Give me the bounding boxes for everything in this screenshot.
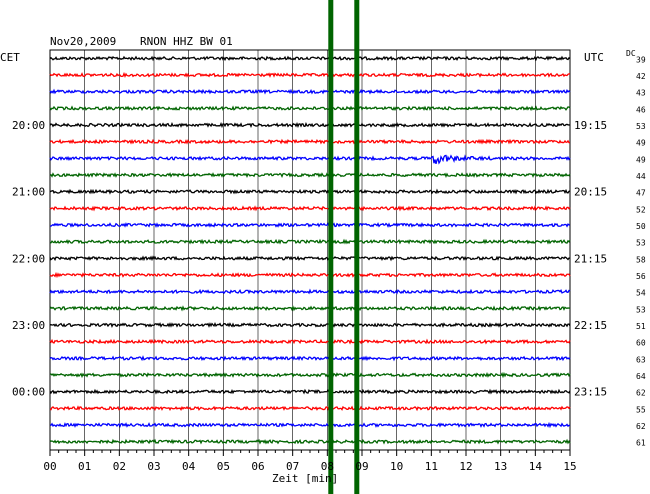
dc-offset-label-14: 54 [636, 289, 646, 298]
dc-offset-label-10: 50 [636, 222, 646, 231]
dc-offset-label-13: 56 [636, 272, 646, 281]
left-timezone-label: CET [0, 51, 20, 64]
trace-line-1 [49, 71, 571, 79]
trace-line-10 [49, 222, 571, 229]
dc-offset-label-17: 60 [636, 339, 646, 348]
x-tick-label: 10 [390, 460, 403, 473]
x-axis: 00 01 02 03 04 05 06 07 08 09 10 11 12 13 14 15 [43, 450, 577, 473]
trace-line-2 [49, 88, 571, 95]
x-tick-label: 08 [321, 460, 334, 473]
x-tick-label: 02 [113, 460, 126, 473]
dc-offset-label-20: 62 [636, 389, 646, 398]
x-axis-title: Zeit [min] [272, 472, 338, 485]
trace-line-16 [49, 322, 571, 329]
x-tick-label: 06 [251, 460, 264, 473]
dc-offset-label-8: 47 [636, 189, 646, 198]
right-timezone-label: UTC [584, 51, 604, 64]
trace-line-4 [49, 121, 571, 129]
trace-line-14 [49, 288, 571, 295]
dc-offset-label-3: 46 [636, 105, 646, 114]
trace-line-12 [49, 255, 571, 262]
dc-offset-label-7: 44 [636, 172, 646, 181]
x-tick-label: 05 [217, 460, 230, 473]
trace-line-19 [49, 371, 571, 379]
hour-label-left: 20:00 [12, 119, 45, 132]
x-tick-label: 04 [182, 460, 196, 473]
trace-line-8 [49, 188, 571, 195]
hour-label-right: 22:15 [574, 319, 607, 332]
dc-offset-label-5: 49 [636, 139, 646, 148]
hour-label-left: 21:00 [12, 186, 45, 199]
x-tick-label: 01 [78, 460, 91, 473]
trace-line-9 [49, 205, 571, 212]
x-tick-label: 12 [459, 460, 472, 473]
x-tick-label: 14 [529, 460, 543, 473]
dc-offset-label-0: 39 [636, 55, 646, 64]
dc-offset-label-2: 43 [636, 89, 646, 98]
dc-offset-label-11: 53 [636, 239, 646, 248]
dc-offset-label-19: 64 [636, 372, 646, 381]
hour-label-left: 23:00 [12, 319, 45, 332]
hour-label-right: 20:15 [574, 186, 607, 199]
dc-offset-label-21: 55 [636, 405, 646, 414]
x-tick-label: 09 [355, 460, 368, 473]
trace-line-3 [49, 105, 571, 112]
x-tick-label: 15 [563, 460, 576, 473]
trace-line-22 [49, 421, 571, 429]
trace-line-23 [49, 438, 571, 445]
dc-offset-label-22: 62 [636, 422, 646, 431]
hour-label-right: 19:15 [574, 119, 607, 132]
dc-offset-label-15: 53 [636, 305, 646, 314]
trace-line-11 [49, 238, 571, 245]
trace-group: 39 42 43 46 53 49 49 44 47 52 50 53 58 56 54 53 51 60 63 64… [12, 55, 646, 447]
x-tick-label: 13 [494, 460, 507, 473]
trace-line-17 [49, 338, 571, 345]
trace-line-20 [49, 388, 571, 395]
trace-line-7 [49, 172, 571, 179]
trace-line-21 [49, 405, 571, 412]
hour-label-left: 22:00 [12, 252, 45, 265]
dc-offset-label-1: 42 [636, 72, 646, 81]
dc-offset-label-6: 49 [636, 155, 646, 164]
trace-line-5 [49, 138, 571, 145]
date-label: Nov20,2009 [50, 35, 116, 48]
x-tick-label: 07 [286, 460, 299, 473]
x-tick-label: 00 [43, 460, 56, 473]
x-tick-label: 03 [147, 460, 160, 473]
dc-offset-label-18: 63 [636, 355, 646, 364]
trace-line-0 [49, 55, 571, 62]
trace-line-13 [49, 271, 571, 279]
dc-offset-label-4: 53 [636, 122, 646, 131]
trace-line-18 [49, 355, 571, 362]
hour-label-left: 00:00 [12, 386, 45, 399]
trace-line-6 [49, 154, 571, 165]
station-label: RNON HHZ BW 01 [140, 35, 233, 48]
hour-label-right: 23:15 [574, 386, 607, 399]
x-tick-label: 11 [425, 460, 438, 473]
trace-line-15 [49, 305, 571, 312]
dc-offset-label-12: 58 [636, 255, 646, 264]
dc-label: DC [626, 49, 636, 58]
dc-offset-label-23: 61 [636, 439, 646, 448]
marker-group [328, 0, 360, 494]
hour-label-right: 21:15 [574, 252, 607, 265]
dc-offset-label-16: 51 [636, 322, 646, 331]
dc-offset-label-9: 52 [636, 205, 646, 214]
